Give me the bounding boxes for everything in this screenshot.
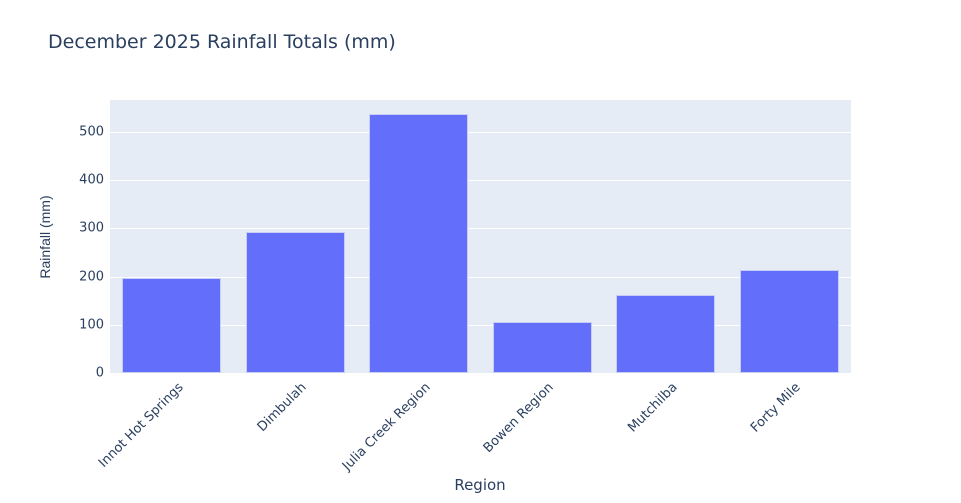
bar[interactable]: [245, 231, 345, 373]
plot-area: [110, 100, 851, 373]
y-tick-label: 200: [79, 269, 104, 285]
bar[interactable]: [739, 270, 839, 373]
y-tick-label: 0: [95, 365, 104, 381]
x-tick-label: Julia Creek Region: [339, 380, 434, 474]
x-tick-label: Mutchilba: [624, 380, 681, 436]
x-tick-label: Forty Mile: [748, 380, 804, 436]
x-tick-label: Dimbulah: [254, 380, 310, 435]
chart-title: December 2025 Rainfall Totals (mm): [48, 31, 396, 53]
y-tick-label: 500: [79, 124, 104, 140]
bar[interactable]: [122, 277, 222, 373]
bar[interactable]: [369, 113, 469, 373]
bar[interactable]: [492, 322, 592, 373]
gridline: [110, 276, 851, 278]
x-tick-label: Innot Hot Springs: [95, 380, 187, 471]
gridline: [110, 228, 851, 230]
y-axis-label: Rainfall (mm): [37, 195, 53, 279]
bar[interactable]: [616, 294, 716, 373]
gridline: [110, 131, 851, 133]
gridline: [110, 324, 851, 326]
gridline: [110, 180, 851, 182]
y-tick-label: 400: [79, 172, 104, 188]
y-tick-label: 300: [79, 220, 104, 236]
x-axis-label: Region: [454, 476, 506, 494]
x-tick-label: Bowen Region: [480, 380, 557, 456]
y-tick-label: 100: [79, 317, 104, 333]
